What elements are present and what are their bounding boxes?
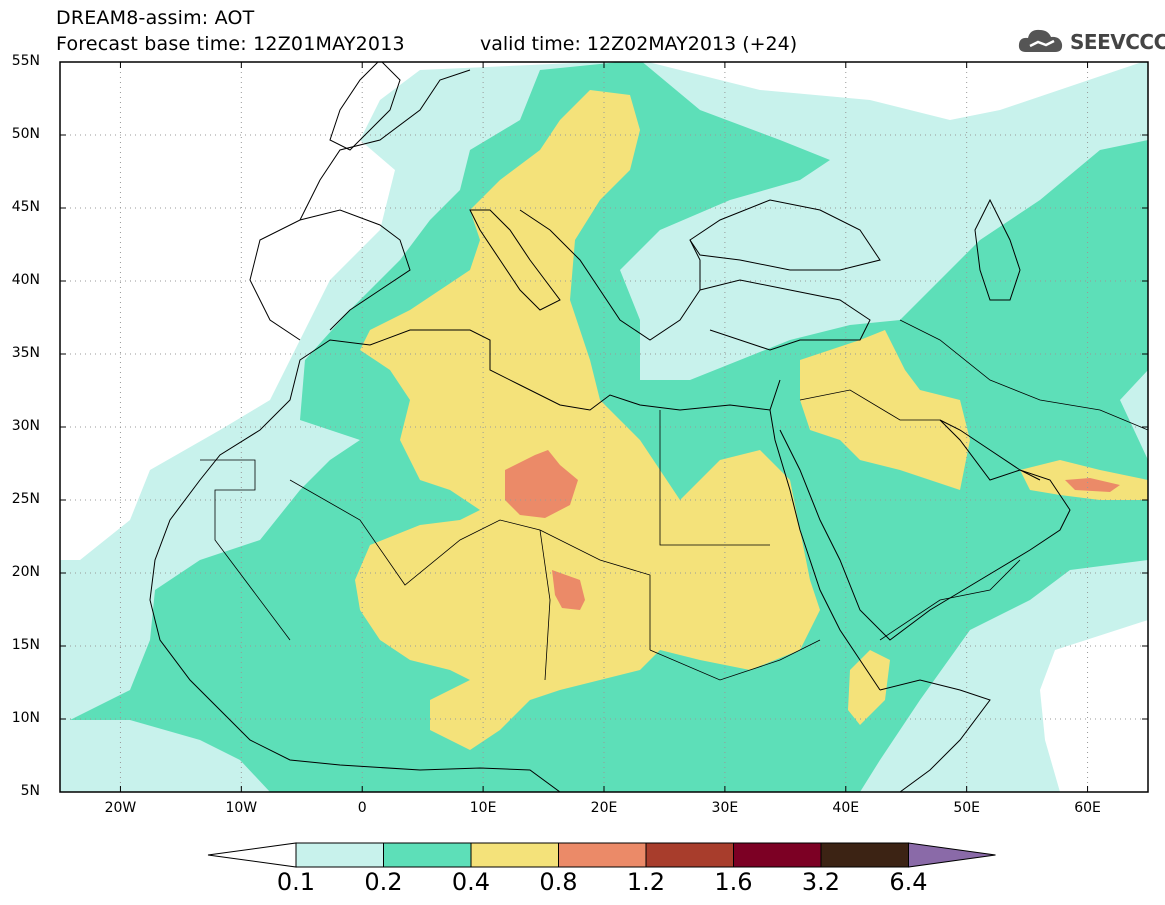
iberia-coast — [249, 209, 411, 341]
lon-label: 0 — [357, 800, 367, 816]
colorbar-label: 0.1 — [276, 868, 316, 896]
lon-label: 50E — [953, 800, 980, 816]
forecast-base-time: Forecast base time: 12Z01MAY2013 — [56, 33, 405, 55]
lat-lon-grid — [60, 62, 1148, 792]
colorbar-label: 1.2 — [626, 868, 666, 896]
colorbar-label: 1.6 — [714, 868, 753, 896]
border-niger-chad — [539, 529, 551, 681]
lon-label: 60E — [1074, 800, 1101, 816]
colorbar-swatch — [383, 842, 472, 868]
border-libya-chad — [539, 529, 651, 650]
colorbar-label: 0.4 — [451, 868, 491, 896]
red-sea-west — [769, 409, 881, 691]
lon-label: 10W — [225, 800, 258, 816]
persian-gulf — [939, 419, 1041, 481]
border-sudan — [649, 639, 821, 681]
lat-label: 45N — [11, 199, 40, 215]
seevccc-logo: SEEVCCC — [1016, 24, 1165, 58]
coastlines — [149, 62, 1071, 792]
colorbar-label: 3.2 — [801, 868, 841, 896]
colorbar-over-arrow — [908, 842, 996, 868]
caspian-sea — [974, 198, 1021, 301]
horn-of-africa — [879, 679, 991, 792]
axis-ticks — [60, 61, 1148, 793]
lon-label: 20E — [590, 800, 618, 816]
colorbar-swatch — [820, 842, 909, 868]
colorbar-swatch — [558, 842, 647, 868]
lon-label: 40E — [832, 800, 860, 816]
aot-band-0.8-1.2-libya — [505, 450, 578, 518]
border-mali-mauritania — [200, 459, 291, 641]
colorbar-swatch — [470, 842, 559, 868]
border-libya-egypt — [659, 410, 770, 546]
border-iraq-saudi — [799, 389, 940, 421]
colorbar-under-arrow — [207, 842, 297, 868]
lat-label: 10N — [11, 710, 40, 726]
mediterranean-south-coast — [440, 329, 781, 411]
lat-label: 5N — [20, 783, 40, 799]
colorbar — [207, 842, 996, 868]
colorbar-label: 6.4 — [889, 868, 928, 896]
lat-label: 35N — [11, 345, 40, 361]
france-coast — [299, 69, 471, 221]
lat-label: 25N — [11, 491, 40, 507]
turkey-coast — [699, 279, 871, 351]
lon-label: 20W — [104, 800, 137, 816]
colorbar-swatch — [733, 842, 822, 868]
balkans-coast — [519, 209, 701, 341]
country-borders — [200, 319, 1148, 681]
colorbar-label: 0.8 — [539, 868, 578, 896]
lat-label: 15N — [11, 637, 40, 653]
italy-coast — [469, 209, 561, 311]
border-algeria-mali — [289, 479, 541, 586]
colorbar-swatch — [645, 842, 734, 868]
lat-label: 30N — [11, 418, 40, 434]
lat-label: 20N — [11, 564, 40, 580]
map-title: DREAM8-assim: AOT — [56, 7, 255, 29]
aot-band-0.4-0.8-arabia — [800, 330, 970, 490]
aot-band-0.8-1.2-chad — [552, 570, 585, 610]
cloud-icon — [1018, 29, 1063, 52]
lat-label: 55N — [11, 53, 40, 69]
colorbar-swatch — [295, 842, 384, 868]
aot-band-0.4-0.8 — [355, 90, 820, 750]
lon-label: 10E — [469, 800, 497, 816]
lat-label: 50N — [11, 126, 40, 142]
black-sea — [689, 199, 881, 271]
logo-text: SEEVCCC — [1070, 30, 1165, 54]
britain-coast — [329, 62, 401, 151]
border-saudi-yemen — [879, 559, 1021, 641]
arabia-coast — [779, 419, 1071, 641]
colorbar-label: 0.2 — [364, 868, 403, 896]
lat-label: 40N — [11, 272, 40, 288]
aot-band-0.4-0.8-horn — [848, 650, 890, 725]
border-iran — [899, 319, 1148, 431]
aot-band-0.8-1.2-east — [1065, 478, 1120, 492]
africa-coastline — [149, 329, 561, 792]
lon-label: 30E — [711, 800, 739, 816]
valid-time: valid time: 12Z02MAY2013 (+24) — [480, 33, 798, 55]
